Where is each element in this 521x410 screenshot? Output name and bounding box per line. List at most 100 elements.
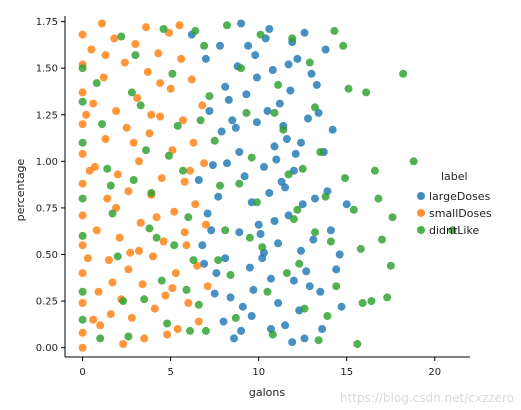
point-smallDoses-83: [186, 166, 194, 175]
point-didntLike-84: [282, 269, 291, 278]
point-largeDoses-24: [242, 90, 251, 99]
point-smallDoses-30: [124, 187, 133, 196]
point-didntLike-20: [163, 319, 172, 328]
point-smallDoses-47: [159, 237, 168, 246]
point-didntLike-97: [311, 228, 319, 237]
x-tick-label: 15: [340, 367, 353, 378]
point-didntLike-38: [258, 243, 267, 252]
point-smallDoses-72: [163, 330, 172, 339]
y-tick-label: 0.00: [36, 343, 58, 354]
point-didntLike-54: [344, 84, 353, 93]
point-didntLike-87: [182, 285, 191, 294]
point-largeDoses-55: [263, 107, 272, 115]
point-didntLike-28: [205, 92, 214, 101]
point-didntLike-9: [103, 164, 112, 173]
point-didntLike-66: [314, 336, 323, 345]
point-didntLike-68: [256, 30, 265, 39]
point-didntLike-61: [399, 69, 408, 78]
point-smallDoses-42: [149, 252, 157, 261]
point-didntLike-14: [131, 51, 140, 60]
point-largeDoses-60: [217, 127, 226, 136]
point-smallDoses-26: [115, 233, 124, 242]
point-largeDoses-63: [198, 241, 207, 250]
point-didntLike-15: [136, 101, 145, 110]
point-largeDoses-75: [237, 19, 246, 28]
point-didntLike-79: [341, 174, 349, 183]
point-didntLike-17: [147, 189, 156, 197]
y-tick-label: 0.75: [36, 203, 58, 214]
point-didntLike-48: [311, 103, 319, 112]
point-largeDoses-64: [212, 269, 221, 278]
point-largeDoses-21: [268, 66, 277, 74]
legend-label-largeDoses: largeDoses: [429, 190, 491, 203]
point-largeDoses-15: [302, 267, 311, 276]
point-didntLike-64: [353, 340, 362, 348]
point-didntLike-4: [78, 231, 87, 240]
point-smallDoses-18: [99, 73, 108, 82]
point-largeDoses-13: [288, 338, 297, 347]
point-largeDoses-12: [281, 321, 290, 330]
x-tick-label: 10: [252, 367, 265, 378]
point-didntLike-78: [298, 164, 307, 173]
point-smallDoses-65: [198, 101, 207, 110]
point-smallDoses-31: [126, 248, 135, 257]
point-largeDoses-89: [342, 200, 351, 209]
point-smallDoses-76: [129, 138, 138, 147]
point-largeDoses-90: [235, 228, 244, 237]
point-smallDoses-52: [170, 207, 179, 216]
point-smallDoses-50: [166, 84, 175, 93]
point-didntLike-99: [129, 176, 138, 184]
point-largeDoses-95: [316, 287, 325, 296]
legend-label-smallDoses: smallDoses: [429, 207, 492, 220]
point-didntLike-69: [223, 21, 231, 30]
point-smallDoses-44: [154, 49, 163, 58]
point-didntLike-13: [124, 332, 133, 341]
point-largeDoses-17: [298, 200, 307, 209]
point-smallDoses-82: [168, 284, 177, 293]
point-smallDoses-11: [78, 343, 87, 352]
point-smallDoses-60: [187, 75, 196, 84]
point-largeDoses-76: [265, 25, 274, 33]
point-smallDoses-20: [103, 194, 112, 203]
point-didntLike-51: [326, 237, 335, 246]
point-largeDoses-71: [291, 149, 300, 158]
point-smallDoses-16: [94, 287, 103, 296]
point-largeDoses-73: [312, 80, 321, 89]
point-smallDoses-55: [177, 54, 186, 63]
point-didntLike-23: [179, 166, 187, 175]
point-smallDoses-37: [138, 280, 147, 289]
point-didntLike-22: [173, 121, 182, 130]
point-didntLike-49: [316, 148, 325, 156]
point-smallDoses-85: [89, 315, 98, 324]
point-didntLike-83: [323, 312, 332, 320]
point-didntLike-27: [200, 41, 209, 50]
legend-title: label: [441, 170, 468, 183]
point-smallDoses-84: [82, 110, 91, 119]
point-smallDoses-73: [175, 21, 184, 30]
point-didntLike-42: [279, 125, 288, 134]
point-largeDoses-30: [210, 289, 219, 298]
point-smallDoses-88: [156, 79, 165, 88]
point-largeDoses-87: [328, 125, 337, 134]
point-didntLike-44: [289, 215, 298, 224]
point-didntLike-5: [78, 287, 87, 296]
point-didntLike-2: [78, 138, 87, 147]
point-smallDoses-77: [152, 213, 161, 222]
point-didntLike-67: [288, 34, 297, 43]
point-smallDoses-7: [78, 241, 87, 250]
point-didntLike-80: [374, 194, 383, 203]
point-largeDoses-74: [321, 45, 330, 54]
y-tick-label: 0.25: [36, 297, 58, 308]
point-smallDoses-69: [98, 19, 106, 28]
legend: label largeDoses smallDoses didntLike: [417, 170, 492, 237]
point-largeDoses-26: [223, 159, 231, 168]
point-didntLike-76: [201, 326, 210, 335]
point-smallDoses-5: [78, 179, 87, 188]
point-didntLike-12: [119, 297, 128, 306]
point-didntLike-32: [226, 271, 235, 279]
point-didntLike-58: [370, 166, 379, 175]
point-largeDoses-40: [293, 54, 302, 63]
point-smallDoses-29: [122, 123, 131, 132]
point-largeDoses-48: [337, 302, 346, 311]
